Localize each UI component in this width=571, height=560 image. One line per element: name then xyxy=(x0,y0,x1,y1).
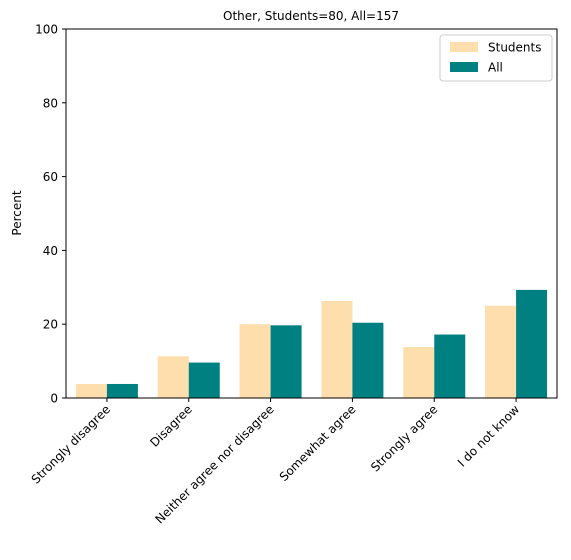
y-tick-label: 60 xyxy=(43,170,58,184)
bars-group xyxy=(75,289,548,398)
bar-students-0 xyxy=(75,383,107,398)
bar-students-5 xyxy=(485,305,517,398)
bar-students-2 xyxy=(239,324,271,398)
legend-label-students: Students xyxy=(488,41,542,55)
plot-frame xyxy=(65,28,558,399)
y-tick-label: 100 xyxy=(35,23,58,37)
legend-swatch-students xyxy=(450,42,478,52)
legend: Students All xyxy=(439,34,553,82)
y-tick-label: 20 xyxy=(43,318,58,332)
y-tick-label: 0 xyxy=(50,392,58,406)
bar-all-4 xyxy=(434,334,466,398)
y-tick-label: 80 xyxy=(43,96,58,110)
bar-students-3 xyxy=(321,300,353,398)
x-tick-label: Strongly disagree xyxy=(29,402,113,486)
bar-all-0 xyxy=(106,383,138,398)
legend-swatch-all xyxy=(450,62,478,72)
bar-students-1 xyxy=(157,356,189,398)
bar-all-5 xyxy=(516,289,548,398)
bar-all-3 xyxy=(352,322,384,398)
chart-title: Other, Students=80, All=157 xyxy=(223,9,399,23)
bar-all-2 xyxy=(270,325,302,398)
legend-label-all: All xyxy=(488,61,503,75)
y-tick-label: 40 xyxy=(43,244,58,258)
x-tick-label: I do not know xyxy=(455,402,523,470)
y-axis-label: Percent xyxy=(10,190,24,235)
x-tick-label: Strongly agree xyxy=(368,402,440,474)
bar-all-1 xyxy=(188,362,220,398)
x-tick-label: Somewhat agree xyxy=(277,402,359,484)
bar-students-4 xyxy=(403,347,435,398)
x-tick-label: Disagree xyxy=(147,402,195,450)
